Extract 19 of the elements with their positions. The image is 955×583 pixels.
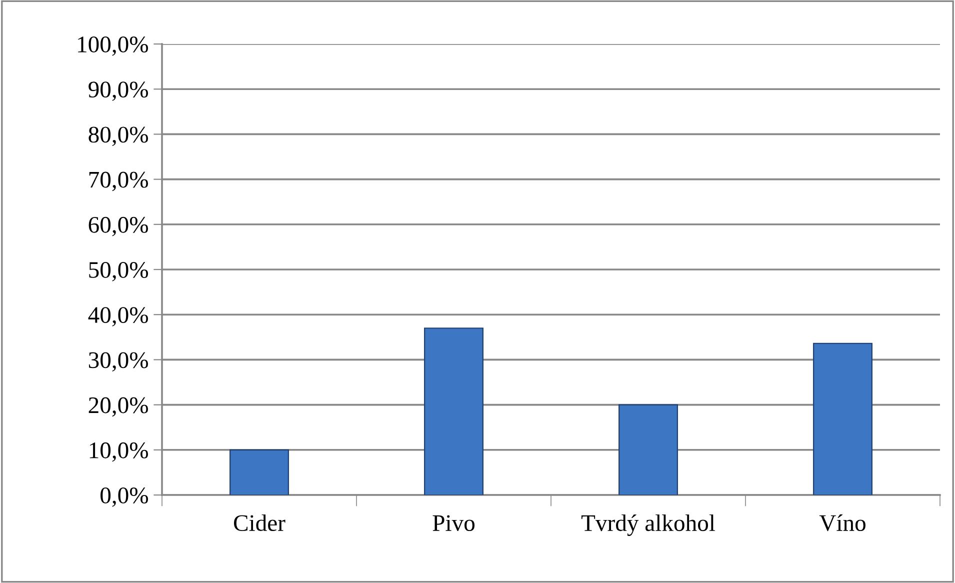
x-tick-label: Víno: [819, 514, 866, 532]
bar: [230, 449, 289, 495]
y-tick-label: 50,0%: [89, 262, 148, 282]
y-tick-label: 10,0%: [90, 442, 148, 462]
y-tick-label: 40,0%: [88, 307, 148, 326]
y-tick-label: 60,0%: [88, 216, 148, 236]
x-tick-label: Tvrdý alkohol: [581, 514, 715, 536]
y-tick-label: 90,0%: [88, 82, 148, 101]
y-tick-label: 0,0%: [100, 487, 148, 507]
x-tick-label: Pivo: [432, 515, 474, 532]
y-tick-label: 80,0%: [88, 126, 148, 146]
y-tick-label: 30,0%: [88, 352, 148, 372]
bar: [813, 342, 872, 495]
bar: [618, 404, 678, 495]
bar: [424, 328, 484, 495]
y-tick-label: 70,0%: [89, 172, 148, 192]
y-tick-label: 100,0%: [78, 36, 148, 56]
y-tick-label: 20,0%: [88, 397, 148, 417]
x-tick-label: Cider: [234, 514, 286, 532]
